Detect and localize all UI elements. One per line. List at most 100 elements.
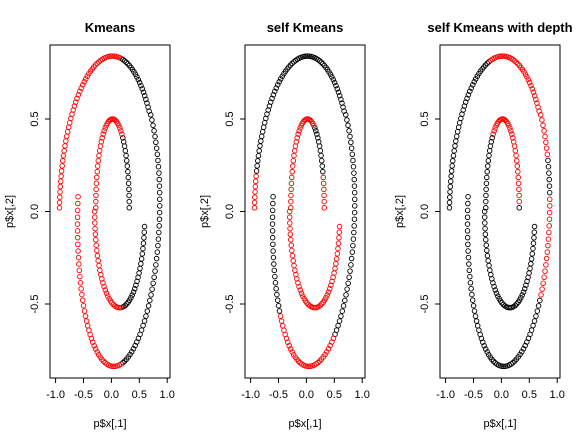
data-point — [97, 143, 104, 149]
data-point — [351, 170, 357, 176]
data-point — [79, 291, 85, 298]
data-point — [97, 267, 103, 273]
data-point — [112, 363, 119, 369]
data-point — [156, 209, 163, 216]
data-point — [335, 89, 342, 95]
data-point — [252, 189, 258, 195]
data-point — [514, 163, 521, 169]
data-point — [269, 221, 276, 227]
data-point — [334, 86, 341, 92]
data-point — [270, 241, 276, 248]
data-point — [123, 157, 130, 164]
data-point — [481, 214, 488, 220]
data-point — [122, 302, 128, 309]
data-point — [81, 79, 87, 85]
data-point — [546, 196, 553, 203]
data-point — [332, 265, 338, 272]
data-point — [92, 231, 99, 238]
data-point — [484, 252, 491, 259]
data-point — [515, 168, 521, 175]
data-point — [467, 280, 474, 286]
data-point — [317, 147, 324, 154]
data-point — [256, 148, 262, 154]
data-point — [546, 209, 553, 216]
data-point — [468, 85, 474, 91]
data-point — [290, 257, 296, 264]
data-point — [130, 346, 137, 352]
data-point — [129, 349, 135, 355]
data-point — [473, 318, 480, 324]
data-point — [60, 158, 66, 164]
data-point — [95, 351, 102, 358]
data-point — [63, 133, 70, 140]
y-tick-label: -0.5 — [419, 295, 431, 314]
data-point — [447, 178, 454, 185]
data-point — [155, 242, 161, 249]
data-point — [491, 128, 497, 134]
x-tick-label: 0.0 — [104, 389, 119, 401]
data-point — [540, 122, 546, 129]
data-point — [274, 82, 281, 88]
data-point — [109, 53, 116, 59]
data-point — [156, 229, 162, 236]
data-point — [296, 283, 302, 290]
chart-title: Kmeans — [85, 20, 136, 35]
y-tick-label: 0.0 — [29, 204, 41, 219]
data-point — [447, 194, 453, 200]
data-point — [336, 92, 343, 99]
y-tick-label: -0.5 — [29, 295, 41, 314]
data-point — [307, 363, 314, 369]
data-point — [345, 280, 351, 287]
data-point — [331, 270, 337, 276]
data-point — [63, 138, 69, 144]
data-point — [273, 285, 279, 292]
data-point — [333, 261, 339, 267]
data-point — [312, 125, 318, 131]
data-point — [513, 157, 520, 164]
data-point — [270, 254, 277, 261]
data-point — [304, 300, 310, 306]
data-point — [125, 168, 131, 175]
data-point — [511, 143, 518, 149]
data-point — [272, 280, 279, 286]
data-point — [93, 186, 99, 193]
data-point — [474, 322, 481, 329]
x-tick-label: 0.0 — [299, 389, 314, 401]
data-point — [136, 79, 143, 86]
data-point — [74, 234, 81, 241]
data-point — [464, 95, 470, 102]
data-point — [278, 76, 284, 82]
data-point — [290, 351, 297, 358]
data-point — [530, 245, 536, 252]
data-point — [464, 228, 471, 234]
data-point — [91, 208, 98, 215]
data-point — [292, 267, 298, 273]
data-point — [74, 95, 80, 102]
data-point — [288, 186, 294, 193]
data-point — [498, 53, 504, 59]
data-point — [545, 236, 552, 242]
data-point — [120, 139, 127, 145]
data-point — [515, 174, 521, 181]
x-tick-label: 1.0 — [550, 389, 565, 401]
data-point — [530, 322, 536, 329]
data-point — [483, 205, 489, 211]
data-point — [472, 313, 479, 319]
data-point — [351, 203, 358, 209]
data-point — [454, 129, 461, 135]
data-point — [543, 139, 549, 146]
data-point — [493, 122, 499, 129]
data-point — [465, 254, 472, 261]
data-point — [485, 257, 491, 264]
data-point — [340, 303, 347, 309]
data-point — [515, 61, 521, 67]
data-point — [91, 214, 98, 220]
data-point — [289, 163, 296, 169]
x-axis-label: p$x[,1] — [483, 418, 516, 430]
data-point — [489, 135, 495, 141]
data-point — [150, 280, 156, 287]
data-point — [348, 145, 355, 151]
y-tick-label: 0.0 — [224, 204, 236, 219]
data-point — [93, 237, 99, 243]
data-point — [94, 163, 101, 169]
